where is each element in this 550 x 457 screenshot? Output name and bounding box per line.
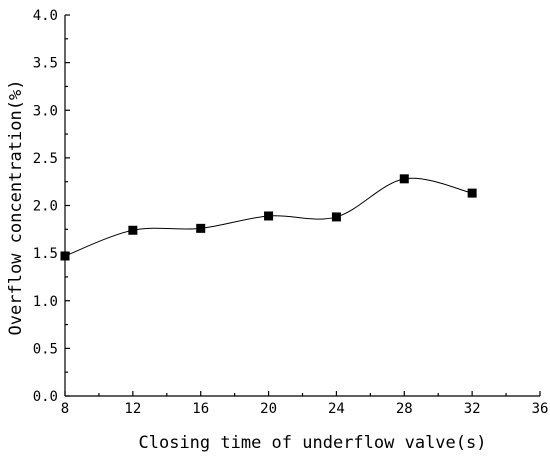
x-tick-label: 24 [328, 401, 345, 417]
y-tick-label: 4.0 [33, 8, 58, 24]
data-point-marker [196, 223, 206, 233]
data-point-marker [399, 174, 409, 184]
y-tick-label: 2.5 [33, 151, 58, 167]
y-tick-label: 3.0 [33, 103, 58, 119]
y-tick-label: 0.0 [33, 389, 58, 405]
x-tick-label: 28 [396, 401, 413, 417]
x-tick-label: 20 [260, 401, 277, 417]
y-tick-label: 3.5 [33, 56, 58, 72]
y-tick-label: 0.5 [33, 341, 58, 357]
data-point-marker [467, 188, 477, 198]
data-point-marker [331, 212, 341, 222]
y-tick-label: 1.5 [33, 246, 58, 262]
x-tick-label: 32 [464, 401, 481, 417]
y-tick-label: 2.0 [33, 199, 58, 215]
axes [64, 15, 540, 397]
x-tick-label: 8 [61, 401, 69, 417]
data-point-marker [264, 211, 274, 221]
y-axis-title: Overflow concentration(%) [6, 80, 26, 336]
data-point-marker [128, 225, 138, 235]
x-axis-title: Closing time of underflow valve(s) [139, 433, 487, 453]
x-tick-label: 12 [124, 401, 141, 417]
x-ticks: 8 12 16 20 24 28 32 36 [61, 391, 549, 417]
y-tick-label: 1.0 [33, 294, 58, 310]
x-tick-label: 36 [532, 401, 549, 417]
y-ticks: 0.0 0.5 1.0 1.5 2.0 2.5 3.0 3.5 4.0 [33, 8, 70, 405]
x-tick-label: 16 [192, 401, 209, 417]
data-point-marker [60, 251, 70, 261]
plot-area [60, 174, 477, 261]
